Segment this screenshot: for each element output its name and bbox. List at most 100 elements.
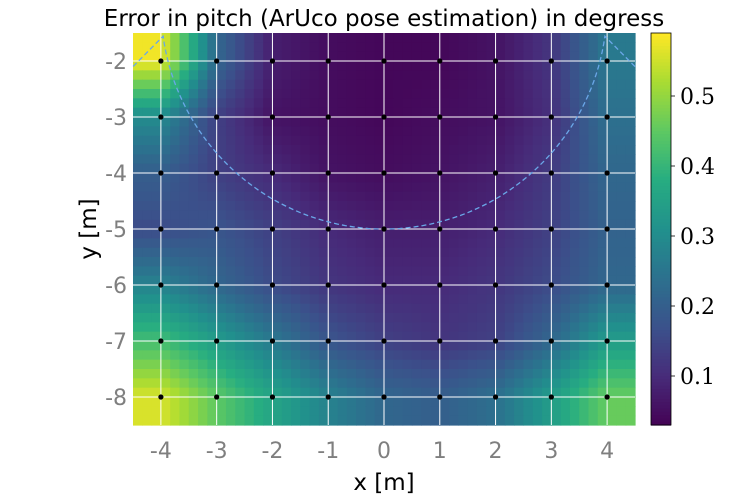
heatmap-cell bbox=[476, 33, 487, 43]
heatmap-cell bbox=[411, 42, 422, 53]
heatmap-cell bbox=[569, 313, 580, 323]
heatmap-cell bbox=[523, 387, 534, 398]
heatmap-cell bbox=[597, 210, 608, 221]
colorbar-tick-label: 0.3 bbox=[680, 225, 715, 250]
heatmap-cell bbox=[588, 322, 599, 333]
heatmap-cell bbox=[607, 107, 618, 118]
heatmap-cell bbox=[170, 145, 181, 155]
heatmap-cell bbox=[458, 145, 469, 155]
heatmap-cell bbox=[411, 154, 422, 165]
heatmap-cell bbox=[300, 70, 311, 81]
colorbar-segment bbox=[651, 78, 671, 83]
heatmap-cell bbox=[504, 415, 515, 426]
heatmap-cell bbox=[486, 191, 497, 202]
heatmap-cell bbox=[486, 173, 497, 183]
heatmap-cell bbox=[393, 359, 404, 370]
heatmap-cell bbox=[458, 89, 469, 99]
heatmap-cell bbox=[625, 322, 636, 333]
heatmap-cell bbox=[625, 238, 636, 249]
heatmap-cell bbox=[142, 322, 153, 333]
heatmap-cell bbox=[514, 369, 525, 379]
heatmap-cell bbox=[151, 238, 162, 249]
heatmap-cell bbox=[476, 322, 487, 333]
heatmap-cell bbox=[179, 33, 190, 43]
heatmap-cell bbox=[616, 257, 627, 267]
heatmap-cell bbox=[402, 182, 413, 193]
y-tick-label: -2 bbox=[105, 50, 127, 75]
heatmap-cell bbox=[393, 145, 404, 155]
heatmap-cell bbox=[393, 154, 404, 165]
heatmap-cell bbox=[542, 275, 552, 286]
heatmap-cell bbox=[504, 313, 515, 323]
heatmap-cell bbox=[253, 415, 264, 426]
heatmap-cell bbox=[495, 406, 506, 417]
heatmap-cell bbox=[281, 89, 292, 99]
heatmap-cell bbox=[207, 387, 218, 398]
heatmap-cell bbox=[365, 415, 376, 426]
heatmap-cell bbox=[281, 191, 292, 202]
grid-point-marker bbox=[492, 394, 499, 400]
heatmap-cell bbox=[607, 397, 618, 407]
heatmap-cell bbox=[523, 397, 534, 407]
heatmap-cell bbox=[337, 303, 348, 314]
heatmap-cell bbox=[318, 294, 329, 305]
heatmap-cell bbox=[476, 42, 487, 53]
heatmap-cell bbox=[439, 173, 450, 183]
heatmap-cell bbox=[328, 98, 339, 109]
heatmap-cell bbox=[467, 145, 478, 155]
heatmap-cell bbox=[179, 341, 190, 351]
heatmap-cell bbox=[263, 42, 274, 53]
heatmap-cell bbox=[281, 33, 292, 43]
heatmap-cell bbox=[291, 154, 301, 165]
heatmap-cell bbox=[421, 135, 432, 146]
heatmap-cell bbox=[421, 182, 432, 193]
heatmap-cell bbox=[393, 70, 404, 81]
heatmap-cell bbox=[151, 191, 162, 202]
heatmap-cell bbox=[253, 219, 264, 230]
heatmap-cell bbox=[160, 397, 171, 407]
heatmap-cell bbox=[272, 145, 283, 155]
heatmap-cell bbox=[597, 145, 608, 155]
heatmap-cell bbox=[216, 163, 227, 174]
heatmap-cell bbox=[495, 117, 506, 127]
heatmap-cell bbox=[402, 359, 413, 370]
heatmap-cell bbox=[467, 294, 478, 305]
heatmap-cell bbox=[393, 285, 404, 295]
heatmap-cell bbox=[225, 98, 236, 109]
heatmap-cell bbox=[133, 266, 143, 277]
heatmap-cell bbox=[523, 98, 534, 109]
heatmap-cell bbox=[393, 79, 404, 90]
heatmap-cell bbox=[421, 107, 432, 118]
heatmap-cell bbox=[207, 98, 218, 109]
heatmap-cell bbox=[318, 285, 329, 295]
heatmap-cell bbox=[421, 350, 432, 361]
heatmap-cell bbox=[514, 182, 525, 193]
colorbar-segment bbox=[651, 144, 671, 148]
colorbar-segment bbox=[651, 251, 671, 256]
heatmap-cell bbox=[281, 387, 292, 398]
heatmap-cell bbox=[263, 359, 274, 370]
heatmap-cell bbox=[207, 79, 218, 90]
heatmap-cell bbox=[458, 70, 469, 81]
heatmap-cell bbox=[374, 406, 385, 417]
heatmap-cell bbox=[337, 201, 348, 211]
heatmap-cell bbox=[142, 163, 153, 174]
heatmap-cell bbox=[625, 247, 636, 258]
heatmap-cell bbox=[142, 191, 153, 202]
heatmap-cell bbox=[133, 33, 143, 43]
heatmap-cell bbox=[300, 247, 311, 258]
heatmap-cell bbox=[439, 219, 450, 230]
heatmap-cell bbox=[495, 98, 506, 109]
heatmap-cell bbox=[439, 89, 450, 99]
y-axis-ticks: -2-3-4-5-6-7-8 bbox=[105, 50, 127, 411]
heatmap-cell bbox=[365, 378, 376, 389]
heatmap-cell bbox=[449, 42, 459, 53]
heatmap-cell bbox=[170, 61, 181, 71]
heatmap-cell bbox=[560, 313, 571, 323]
heatmap-cell bbox=[207, 117, 218, 127]
heatmap-cell bbox=[560, 359, 571, 370]
heatmap-cell bbox=[393, 313, 404, 323]
heatmap-cell bbox=[198, 266, 208, 277]
heatmap-cell bbox=[402, 294, 413, 305]
heatmap-cell bbox=[523, 163, 534, 174]
